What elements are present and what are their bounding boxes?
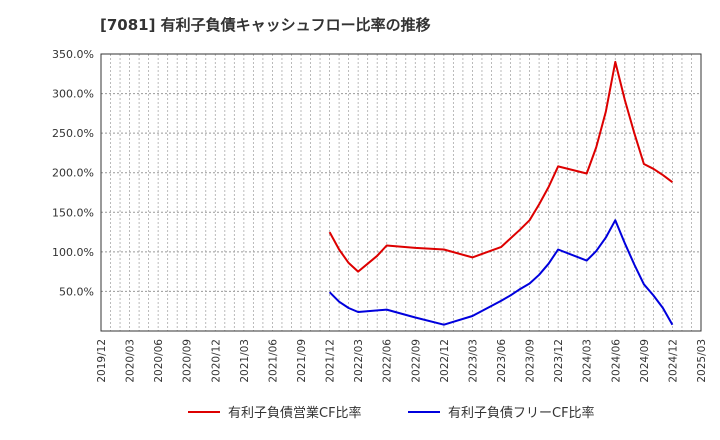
x-tick-label: 2025/03 [696, 339, 708, 383]
x-tick-label: 2019/12 [96, 339, 108, 383]
y-tick-label: 150.0% [52, 206, 94, 219]
x-tick-label: 2020/12 [210, 339, 222, 383]
x-tick-label: 2021/12 [325, 339, 337, 383]
y-tick-label: 100.0% [52, 246, 94, 259]
legend-label-0: 有利子負債営業CF比率 [228, 406, 362, 421]
legend: 有利子負債営業CF比率 有利子負債フリーCF比率 [0, 402, 720, 426]
legend-item-0: 有利子負債営業CF比率 [188, 402, 362, 421]
x-tick-label: 2022/09 [410, 339, 422, 383]
axes: 50.0% 100.0% 150.0% 200.0% 250.0% 300.0% 350.0… [52, 48, 708, 383]
series-line-0 [328, 60, 673, 273]
x-tick-label: 2024/03 [582, 339, 594, 383]
x-tick-label: 2023/03 [467, 339, 479, 383]
y-tick-label: 300.0% [52, 88, 94, 101]
x-tick-label: 2023/12 [553, 339, 565, 383]
x-tick-label: 2022/12 [439, 339, 451, 383]
x-tick-label: 2020/06 [153, 339, 165, 383]
y-tick-label: 350.0% [52, 48, 94, 61]
x-tick-label: 2023/06 [496, 339, 508, 383]
y-tick-label: 200.0% [52, 167, 94, 180]
legend-swatch-1 [408, 410, 440, 413]
series-line-1 [328, 219, 674, 326]
y-tick-label: 50.0% [59, 285, 94, 298]
x-tick-label: 2024/09 [639, 339, 651, 383]
x-tick-label: 2020/03 [125, 339, 137, 383]
plot-frame [100, 53, 702, 332]
series [328, 60, 674, 326]
legend-swatch-0 [188, 410, 220, 413]
x-tick-label: 2021/09 [296, 339, 308, 383]
legend-item-1: 有利子負債フリーCF比率 [408, 402, 595, 421]
chart-title: [7081] 有利子負債キャッシュフロー比率の推移 [100, 16, 431, 34]
x-tick-label: 2020/09 [182, 339, 194, 383]
legend-label-1: 有利子負債フリーCF比率 [448, 406, 595, 421]
x-tick-label: 2024/12 [667, 339, 679, 383]
x-tick-label: 2022/06 [382, 339, 394, 383]
x-tick-label: 2024/06 [610, 339, 622, 383]
grid [100, 53, 702, 331]
y-tick-label: 250.0% [52, 127, 94, 140]
x-tick-label: 2022/03 [353, 339, 365, 383]
x-tick-label: 2021/03 [239, 339, 251, 383]
x-tick-label: 2023/09 [525, 339, 537, 383]
x-tick-label: 2021/06 [267, 339, 279, 383]
